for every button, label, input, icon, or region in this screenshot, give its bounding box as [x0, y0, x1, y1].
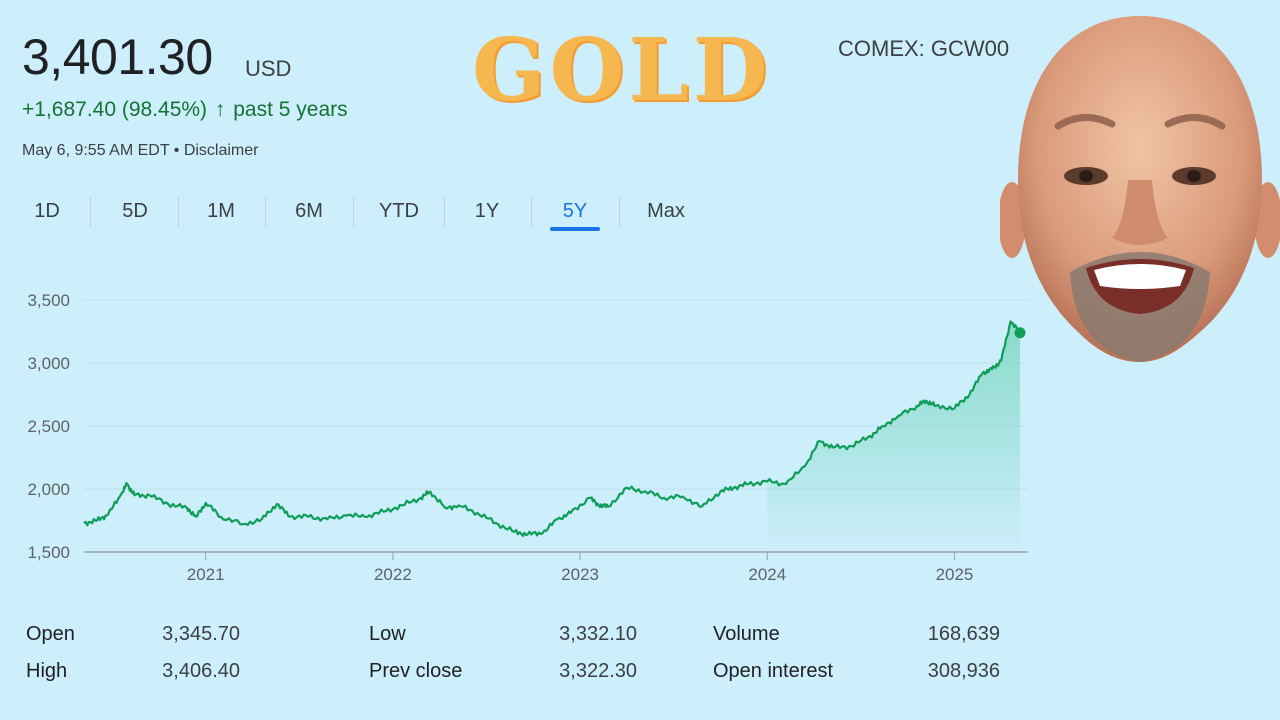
change-period: past 5 years: [233, 98, 348, 121]
tab-5y[interactable]: 5Y: [550, 195, 600, 231]
y-tick-label: 2,500: [27, 417, 70, 436]
stat-prev-close-value: 3,322.30: [559, 660, 637, 682]
tab-divider: [619, 197, 620, 227]
currency: USD: [245, 56, 292, 81]
price-change-row: +1,687.40 (98.45%) ↑ past 5 years: [22, 98, 348, 122]
x-tick-label: 2024: [748, 565, 786, 584]
chart-area-fill: [767, 321, 1020, 552]
chart-points: [1014, 327, 1026, 339]
active-tab-indicator: [550, 227, 600, 231]
stat-high-value: 3,406.40: [162, 660, 240, 682]
stat-open-label: Open: [26, 623, 75, 645]
timestamp-disclaimer: May 6, 9:55 AM EDT • Disclaimer: [22, 142, 259, 159]
tab-divider: [353, 197, 354, 227]
y-tick-label: 3,500: [27, 291, 70, 310]
chart-grid: [84, 299, 1028, 553]
stat-low-label: Low: [369, 623, 406, 645]
x-tick-label: 2021: [187, 565, 225, 584]
y-tick-label: 3,000: [27, 354, 70, 373]
tab-1m[interactable]: 1M: [207, 200, 235, 222]
price: 3,401.30: [22, 29, 213, 85]
stat-volume-label: Volume: [713, 623, 780, 645]
stat-open-interest-value: 308,936: [927, 660, 1000, 682]
tab-5d[interactable]: 5D: [122, 200, 148, 222]
stat-low-value: 3,332.10: [559, 623, 637, 645]
tab-1d[interactable]: 1D: [34, 200, 60, 222]
up-arrow-icon: ↑: [214, 98, 226, 121]
tab-ytd[interactable]: YTD: [379, 200, 419, 222]
tab-divider: [178, 197, 179, 227]
person-face-image: [1000, 16, 1280, 362]
tab-divider: [90, 197, 91, 227]
x-tick-label: 2025: [936, 565, 974, 584]
quote-stats: Open 3,345.70 High 3,406.40 Low 3,332.10…: [0, 615, 1040, 695]
stat-high-label: High: [26, 660, 68, 682]
tab-divider: [444, 197, 445, 227]
y-axis-labels: 3,500 3,000 2,500 2,000 1,500: [27, 291, 70, 562]
x-tick-label: 2023: [561, 565, 599, 584]
price-change: +1,687.40 (98.45%): [22, 98, 208, 121]
tab-max[interactable]: Max: [647, 200, 685, 222]
tab-6m[interactable]: 6M: [295, 200, 323, 222]
current-price-point: [1014, 327, 1026, 339]
gold-title: GOLD: [472, 20, 772, 121]
tab-divider: [265, 197, 266, 227]
chart-series-line: [83, 320, 1022, 538]
ticker-symbol: COMEX: GCW00: [838, 36, 1010, 61]
tab-divider: [531, 197, 532, 227]
stat-volume-value: 168,639: [927, 623, 1000, 645]
stat-prev-close-label: Prev close: [369, 660, 463, 682]
x-axis-labels: 2021 2022 2023 2024 2025: [187, 552, 974, 584]
x-tick-label: 2022: [374, 565, 412, 584]
stat-open-value: 3,345.70: [162, 623, 240, 645]
tab-1y[interactable]: 1Y: [474, 200, 500, 222]
stat-open-interest-label: Open interest: [713, 660, 834, 682]
y-tick-label: 1,500: [27, 543, 70, 562]
y-tick-label: 2,000: [27, 480, 70, 499]
